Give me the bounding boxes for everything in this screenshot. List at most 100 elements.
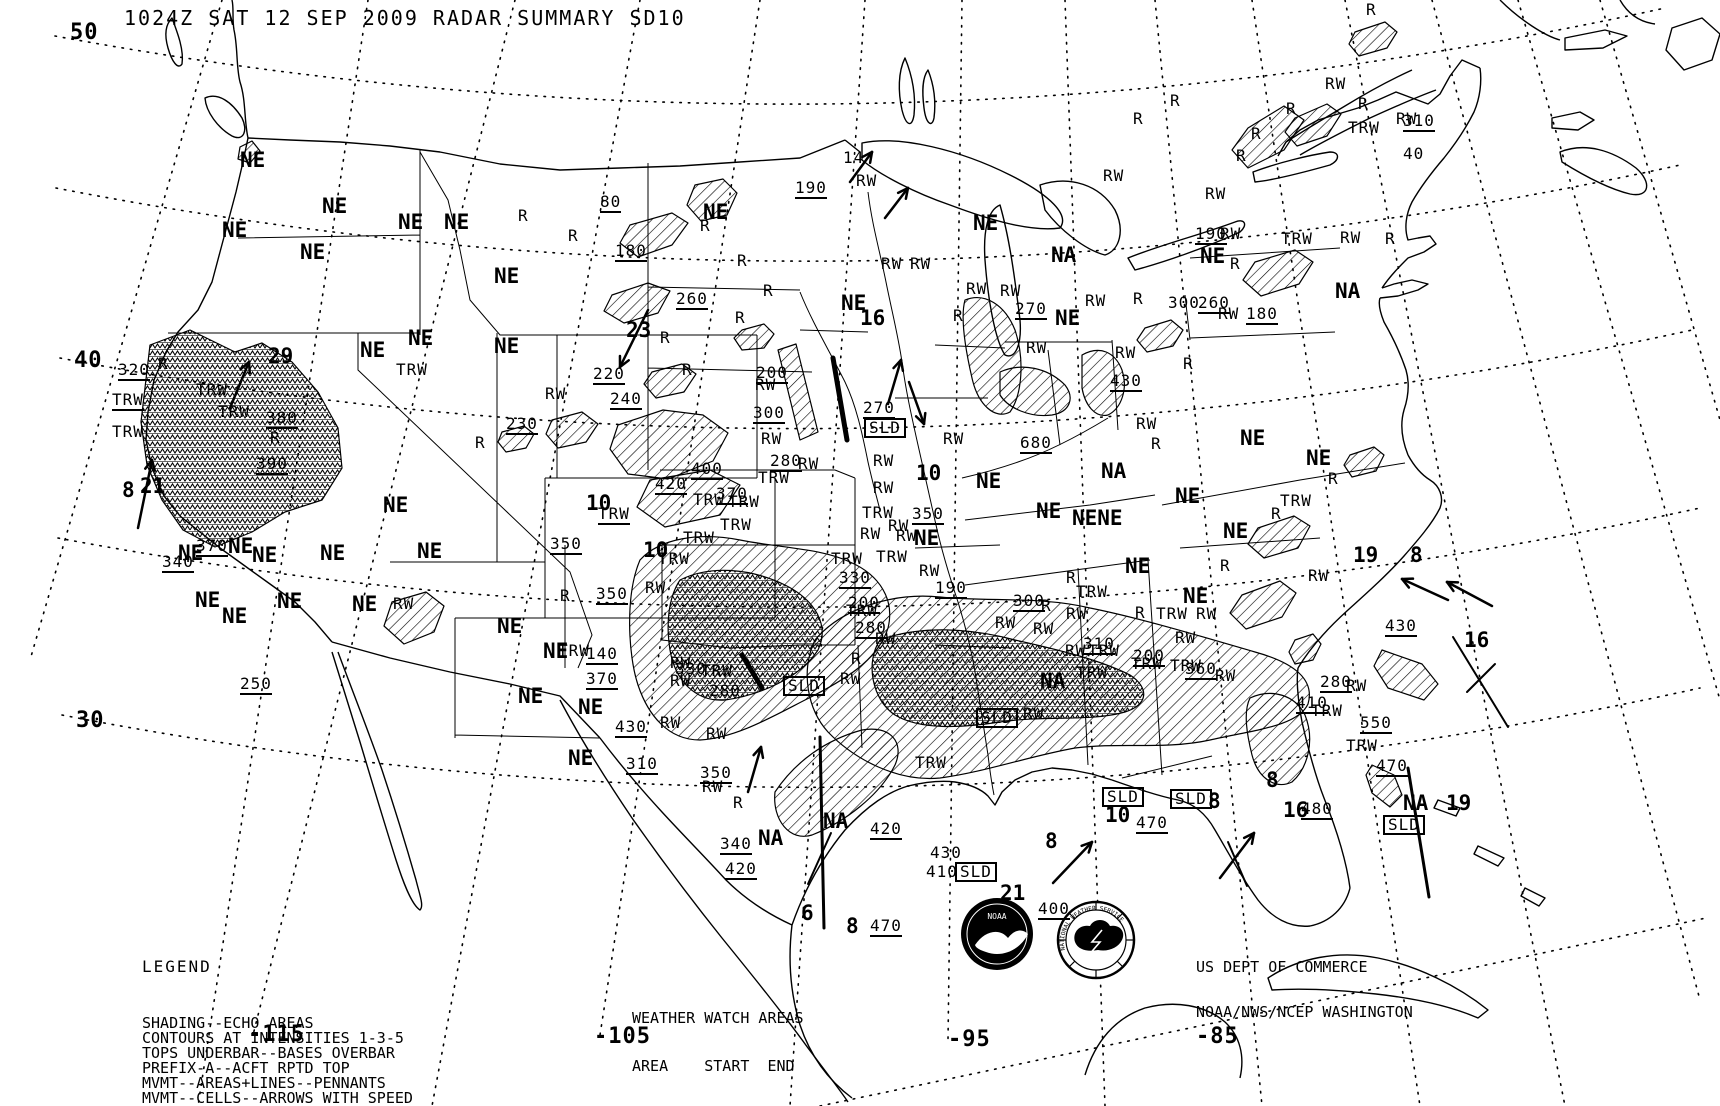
vector-line	[1080, 840, 1094, 848]
map-label: 370	[716, 484, 748, 505]
vector-line	[914, 415, 926, 426]
map-label: 370	[196, 536, 228, 557]
map-label: RW	[1175, 628, 1197, 647]
map-label: R	[763, 281, 774, 300]
map-label: TRW	[693, 490, 725, 509]
map-label: 330	[675, 659, 707, 678]
map-label: 200	[756, 363, 788, 384]
map-label: R	[737, 251, 748, 270]
map-label: RW	[995, 613, 1017, 632]
map-label: TRW	[598, 504, 630, 525]
map-label: NE	[1175, 484, 1201, 508]
map-label: RW	[896, 526, 918, 545]
vector-line	[618, 308, 650, 369]
map-label: TRW	[1088, 641, 1120, 660]
graticule-label: -115	[248, 1022, 305, 1047]
sld-box: SLD	[864, 418, 906, 438]
map-label: TRW	[862, 503, 894, 522]
map-label: 10	[916, 461, 942, 485]
map-label: 420	[870, 819, 902, 840]
map-label: NE	[252, 543, 278, 567]
sld-box: SLD	[783, 676, 825, 696]
map-label: R	[1271, 504, 1282, 523]
map-label: 340	[720, 834, 752, 855]
map-label: 370	[586, 669, 618, 690]
map-label: 29	[268, 344, 294, 368]
map-label: 420	[655, 474, 687, 495]
map-label: 310	[1083, 634, 1115, 655]
map-label: 40	[1403, 144, 1425, 163]
map-label: RW	[660, 713, 682, 732]
map-label: NE	[195, 588, 221, 612]
map-label: 300	[753, 403, 785, 424]
sld-box: SLD	[1102, 787, 1144, 807]
vector-line	[752, 745, 763, 757]
sld-box: SLD	[955, 862, 997, 882]
map-label: NE	[444, 210, 470, 234]
legend-line: TOPS UNDERBAR--BASES OVERBAR	[142, 1044, 395, 1062]
map-label: NA	[1101, 459, 1127, 483]
map-label: NE	[322, 194, 348, 218]
map-label: NA	[1335, 279, 1361, 303]
map-label: TRW	[1076, 663, 1108, 682]
map-label: TRW	[658, 549, 690, 568]
map-label: 10	[1105, 803, 1131, 827]
map-label: NE	[222, 604, 248, 628]
legend-line: MVMT--CELLS--ARROWS WITH SPEED	[142, 1089, 413, 1106]
legend-line: CONTOURS AT INTENSITIES 1-3-5	[142, 1029, 404, 1047]
map-label: 300	[1013, 591, 1045, 612]
map-label: 8	[846, 914, 859, 938]
map-label: RW	[1396, 109, 1418, 128]
vector-line	[830, 355, 850, 443]
vector-line	[899, 358, 905, 373]
map-label: 350	[912, 504, 944, 525]
map-label: 260	[1198, 293, 1230, 314]
map-label: 280	[1320, 672, 1352, 693]
map-label: RW	[1103, 166, 1125, 185]
map-label: RW	[702, 777, 724, 796]
vector-line	[759, 745, 765, 760]
vector-line	[818, 735, 826, 930]
map-label: R	[158, 354, 169, 373]
map-label: R	[1133, 109, 1144, 128]
map-label: 16	[1283, 798, 1309, 822]
map-label: TRW	[846, 601, 878, 620]
map-label: 680	[1020, 433, 1052, 454]
map-label: TRW	[558, 641, 590, 660]
map-label: NE	[228, 534, 254, 558]
map-label: RW	[873, 478, 895, 497]
vector-line	[247, 360, 252, 375]
map-label: 200	[848, 593, 880, 614]
vector-line	[1400, 577, 1411, 589]
map-label: R	[660, 328, 671, 347]
map-label: R	[1230, 254, 1241, 273]
map-label: NE	[417, 539, 443, 563]
legend-line: PREFIX-A--ACFT RPTD TOP	[142, 1059, 350, 1077]
map-label: R	[560, 586, 571, 605]
map-label: RW	[1085, 291, 1107, 310]
map-label: 19	[1353, 543, 1379, 567]
map-label: NE	[703, 200, 729, 224]
watch-columns: AREA START END	[632, 1057, 795, 1075]
map-label: R	[1151, 434, 1162, 453]
vector-line	[886, 358, 903, 406]
map-label: 8	[1410, 543, 1423, 567]
map-label: 180	[615, 241, 647, 262]
map-label: 400	[691, 459, 723, 480]
watch-area-block: WEATHER WATCH AREAS AREA START END NONE	[632, 978, 804, 1106]
map-label: R	[1133, 289, 1144, 308]
map-label: R	[1041, 596, 1052, 615]
map-label: TRW	[758, 468, 790, 487]
map-label: TRW	[1156, 604, 1188, 623]
map-label: 430	[1385, 616, 1417, 637]
map-label: NE	[1306, 446, 1332, 470]
map-label: 350	[550, 534, 582, 555]
map-label: R	[682, 360, 693, 379]
map-label: NE	[1125, 554, 1151, 578]
map-label: NE	[383, 493, 409, 517]
map-label: R	[1328, 469, 1339, 488]
vector-line	[1051, 840, 1094, 885]
map-label: 19	[1446, 791, 1472, 815]
map-label: R	[733, 793, 744, 812]
